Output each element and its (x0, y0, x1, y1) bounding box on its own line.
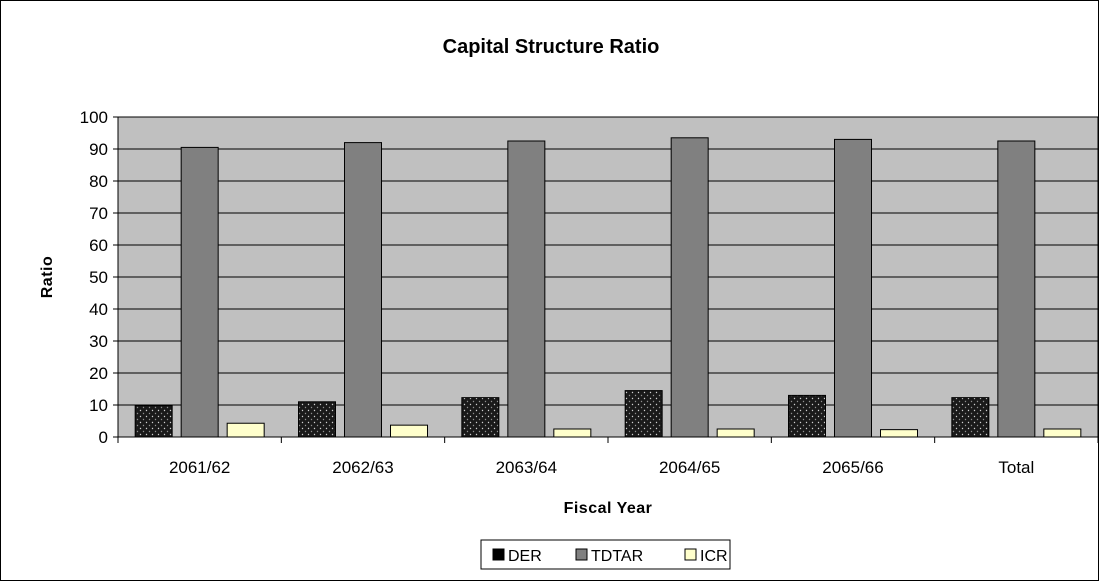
y-tick-label: 70 (89, 204, 108, 223)
bar-icr-2 (553, 428, 592, 438)
legend-label-tdtar: TDTAR (591, 548, 643, 565)
bar-icr-4 (880, 429, 918, 438)
y-tick-label: 30 (89, 332, 108, 351)
legend-label-icr: ICR (700, 548, 728, 565)
y-tick-label: 60 (89, 236, 108, 255)
legend-swatch-icr (684, 548, 697, 561)
y-tick-label: 20 (89, 364, 108, 383)
bar-der-1 (298, 401, 336, 438)
x-axis: 2061/62 2062/63 2063/64 2064/65 2065/66 Total (117, 436, 1099, 477)
bar-der-3 (624, 390, 663, 438)
bars (134, 137, 1082, 438)
y-tick-label: 50 (89, 268, 108, 287)
y-tick-label: 100 (80, 108, 108, 127)
y-axis-title: Ratio (39, 256, 56, 299)
y-tick-label: 0 (99, 428, 108, 447)
x-tick-label: 2062/63 (332, 458, 393, 477)
bar-tdtar-3 (670, 137, 709, 438)
bar-der-2 (461, 397, 500, 438)
legend: DER TDTAR ICR (480, 539, 731, 570)
gridlines (118, 148, 1098, 406)
legend-label-der: DER (508, 548, 542, 565)
y-tick-label: 10 (89, 396, 108, 415)
y-tick-label: 40 (89, 300, 108, 319)
x-tick-label: 2065/66 (822, 458, 883, 477)
x-tick-label: Total (998, 458, 1034, 477)
chart-title: Capital Structure Ratio (443, 36, 660, 58)
bar-icr-1 (390, 424, 428, 438)
legend-swatch-tdtar (575, 548, 588, 561)
bar-tdtar-2 (507, 140, 546, 438)
y-tick-label: 90 (89, 140, 108, 159)
y-axis: 0 10 20 30 40 50 60 70 80 90 100 (80, 108, 119, 447)
x-axis-title: Fiscal Year (564, 500, 653, 517)
bar-tdtar-5 (997, 140, 1036, 438)
legend-swatch-der (492, 548, 505, 561)
bar-tdtar-0 (180, 146, 219, 438)
y-tick-label: 80 (89, 172, 108, 191)
bar-der-0 (134, 405, 173, 438)
bar-icr-3 (716, 428, 755, 438)
bar-icr-5 (1043, 428, 1082, 438)
x-tick-label: 2061/62 (169, 458, 230, 477)
bar-tdtar-4 (834, 138, 872, 438)
x-tick-label: 2064/65 (659, 458, 720, 477)
bar-der-4 (788, 394, 826, 438)
bar-der-5 (951, 397, 990, 438)
x-tick-label: 2063/64 (496, 458, 557, 477)
bar-icr-0 (226, 422, 265, 438)
bar-tdtar-1 (344, 142, 382, 438)
